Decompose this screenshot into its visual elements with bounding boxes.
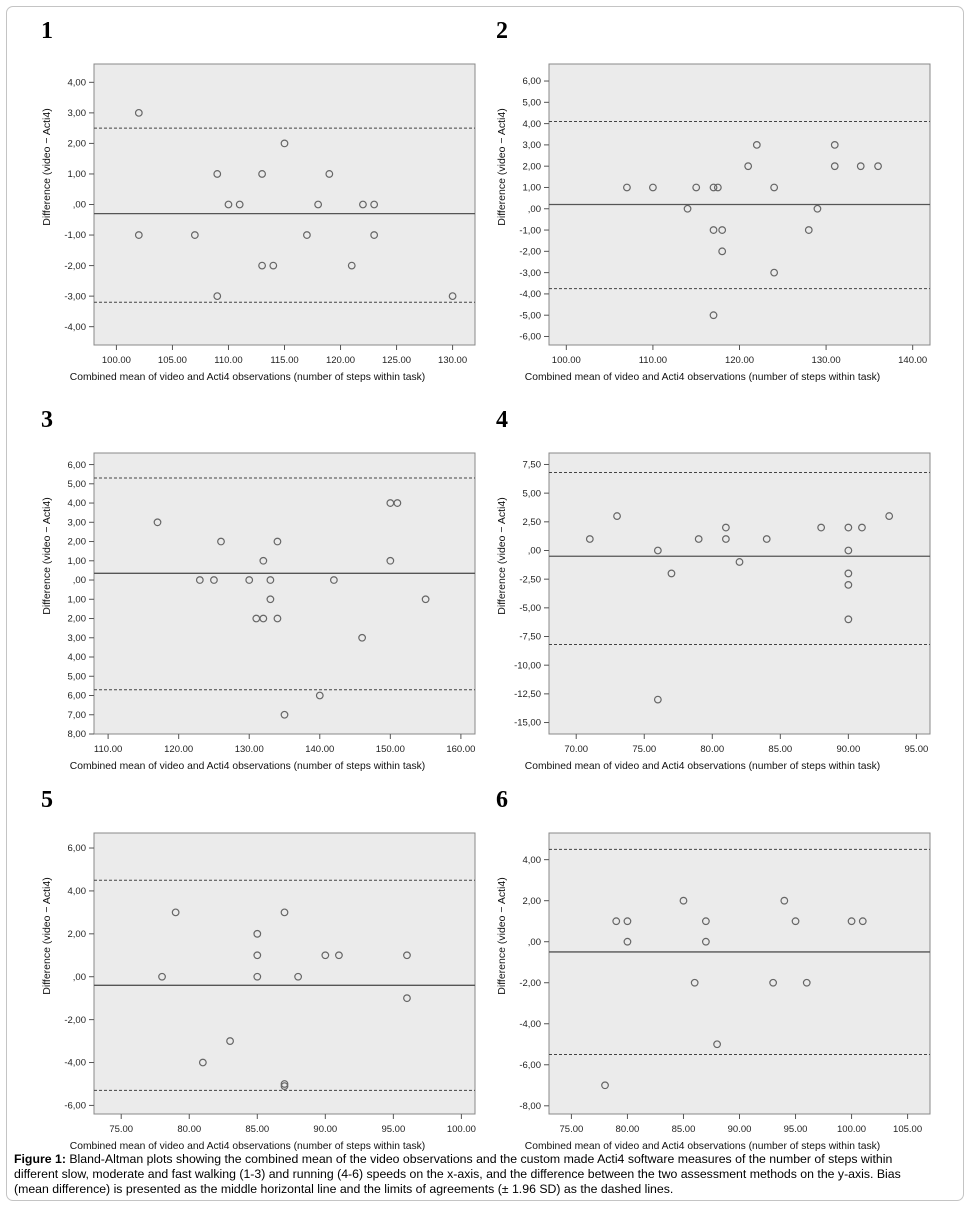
svg-text:,00: ,00 [528,546,541,557]
svg-text:-2,50: -2,50 [519,574,541,585]
svg-text:120,00: 120,00 [326,355,355,363]
svg-text:,00: ,00 [73,575,86,586]
svg-text:1,00: 1,00 [68,169,87,180]
svg-text:6,00: 6,00 [68,691,87,702]
svg-text:-2,00: -2,00 [64,261,86,272]
svg-text:-1,00: -1,00 [64,230,86,241]
svg-text:75,00: 75,00 [632,744,656,752]
svg-text:3,00: 3,00 [68,108,87,119]
svg-text:6,00: 6,00 [523,76,542,87]
svg-text:-12,50: -12,50 [514,689,541,700]
svg-text:2,00: 2,00 [68,929,87,940]
svg-text:3,00: 3,00 [68,633,87,644]
svg-text:130,00: 130,00 [812,355,841,363]
svg-text:4,00: 4,00 [68,652,87,663]
svg-text:120,00: 120,00 [164,744,193,752]
svg-text:2,00: 2,00 [523,161,542,172]
svg-text:2,00: 2,00 [68,139,87,150]
svg-text:70,00: 70,00 [564,744,588,752]
svg-text:6,00: 6,00 [68,460,87,471]
svg-text:80,00: 80,00 [616,1124,640,1132]
svg-text:90,00: 90,00 [313,1124,337,1132]
svg-text:-3,00: -3,00 [64,291,86,302]
svg-text:5,00: 5,00 [523,488,542,499]
svg-text:4,00: 4,00 [68,498,87,509]
svg-text:-5,00: -5,00 [519,603,541,614]
svg-text:2,00: 2,00 [68,614,87,625]
svg-text:110,00: 110,00 [214,355,242,363]
svg-text:85,00: 85,00 [245,1124,269,1132]
svg-text:140,00: 140,00 [898,355,927,363]
svg-text:3,00: 3,00 [68,517,87,528]
svg-text:130,00: 130,00 [438,355,467,363]
svg-text:7,50: 7,50 [523,460,542,471]
svg-text:2,00: 2,00 [68,537,87,548]
svg-text:120,00: 120,00 [725,355,754,363]
svg-text:-15,00: -15,00 [514,718,541,729]
svg-text:3,00: 3,00 [523,140,542,151]
svg-text:-6,00: -6,00 [519,1060,541,1071]
svg-text:115,00: 115,00 [270,355,298,363]
svg-text:90,00: 90,00 [728,1124,752,1132]
svg-text:5,00: 5,00 [523,98,542,109]
svg-text:4,00: 4,00 [68,886,87,897]
svg-text:130,00: 130,00 [235,744,264,752]
svg-text:75,00: 75,00 [560,1124,584,1132]
svg-text:1,00: 1,00 [68,594,87,605]
svg-text:-6,00: -6,00 [64,1101,86,1112]
svg-text:150,00: 150,00 [376,744,405,752]
svg-text:-5,00: -5,00 [519,310,541,321]
svg-text:-8,00: -8,00 [519,1101,541,1112]
svg-text:-4,00: -4,00 [64,322,86,333]
svg-text:,00: ,00 [73,972,86,983]
svg-text:75,00: 75,00 [109,1124,133,1132]
svg-text:110,00: 110,00 [94,744,122,752]
svg-text:90,00: 90,00 [836,744,860,752]
svg-text:95,00: 95,00 [784,1124,808,1132]
svg-text:-1,00: -1,00 [519,225,541,236]
svg-text:100,00: 100,00 [102,355,131,363]
svg-text:100,00: 100,00 [552,355,581,363]
svg-text:-4,00: -4,00 [519,289,541,300]
svg-text:-4,00: -4,00 [64,1058,86,1069]
svg-text:,00: ,00 [528,204,541,215]
svg-text:85,00: 85,00 [768,744,792,752]
svg-text:80,00: 80,00 [177,1124,201,1132]
svg-text:100,00: 100,00 [837,1124,866,1132]
svg-text:2,50: 2,50 [523,517,542,528]
svg-text:95,00: 95,00 [381,1124,405,1132]
svg-text:,00: ,00 [528,937,541,948]
svg-text:95,00: 95,00 [904,744,928,752]
svg-text:125,00: 125,00 [382,355,411,363]
svg-text:8,00: 8,00 [68,729,87,740]
svg-text:6,00: 6,00 [68,843,87,854]
svg-text:80,00: 80,00 [700,744,724,752]
svg-text:1,00: 1,00 [523,183,542,194]
svg-text:7,00: 7,00 [68,710,87,721]
svg-text:4,00: 4,00 [68,78,87,89]
svg-text:-10,00: -10,00 [514,660,541,671]
svg-text:110,00: 110,00 [639,355,667,363]
svg-text:105,00: 105,00 [158,355,187,363]
svg-text:,00: ,00 [73,200,86,211]
svg-text:-6,00: -6,00 [519,332,541,343]
svg-text:-2,00: -2,00 [519,978,541,989]
svg-text:85,00: 85,00 [672,1124,696,1132]
svg-text:-2,00: -2,00 [519,247,541,258]
svg-text:140,00: 140,00 [305,744,334,752]
svg-text:-3,00: -3,00 [519,268,541,279]
svg-text:-7,50: -7,50 [519,632,541,643]
svg-text:-2,00: -2,00 [64,1015,86,1026]
svg-text:-4,00: -4,00 [519,1019,541,1030]
svg-text:2,00: 2,00 [523,896,542,907]
svg-text:4,00: 4,00 [523,119,542,130]
svg-text:5,00: 5,00 [68,671,87,682]
svg-text:105,00: 105,00 [893,1124,922,1132]
svg-text:4,00: 4,00 [523,855,542,866]
svg-text:5,00: 5,00 [68,479,87,490]
svg-text:1,00: 1,00 [68,556,87,567]
